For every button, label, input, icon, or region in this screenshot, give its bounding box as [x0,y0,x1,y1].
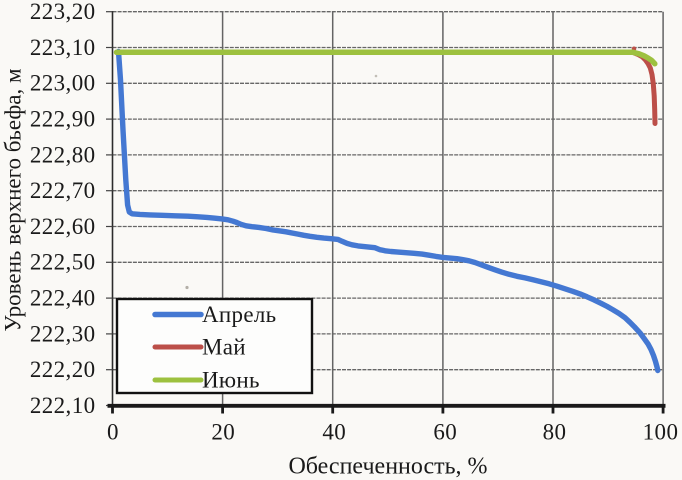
svg-text:222,60: 222,60 [30,214,96,239]
svg-text:222,20: 222,20 [30,357,96,382]
svg-text:Июнь: Июнь [202,368,260,393]
svg-text:Апрель: Апрель [202,302,276,327]
svg-text:222,90: 222,90 [30,107,96,132]
svg-text:222,10: 222,10 [30,393,96,418]
svg-text:222,50: 222,50 [30,250,96,275]
svg-text:100: 100 [643,420,679,445]
svg-text:60: 60 [433,420,457,445]
svg-text:40: 40 [322,420,346,445]
svg-text:223,20: 223,20 [30,0,96,24]
svg-text:222,80: 222,80 [30,142,96,167]
svg-text:0: 0 [107,420,119,445]
svg-text:20: 20 [211,420,235,445]
svg-text:Обеспеченность, %: Обеспеченность, % [288,454,487,480]
svg-text:223,00: 223,00 [30,71,96,96]
svg-text:80: 80 [543,420,567,445]
svg-text:222,40: 222,40 [30,286,96,311]
svg-text:Уровень верхнего бьефа, м: Уровень верхнего бьефа, м [1,68,26,332]
svg-text:222,70: 222,70 [30,178,96,203]
svg-text:223,10: 223,10 [30,35,96,60]
svg-text:Май: Май [202,335,246,360]
svg-text:222,30: 222,30 [30,321,96,346]
